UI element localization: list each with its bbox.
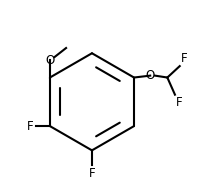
Text: O: O xyxy=(45,54,55,67)
Text: F: F xyxy=(89,167,95,180)
Text: F: F xyxy=(181,52,187,65)
Text: O: O xyxy=(146,69,155,82)
Text: F: F xyxy=(176,96,182,109)
Text: F: F xyxy=(27,120,34,132)
